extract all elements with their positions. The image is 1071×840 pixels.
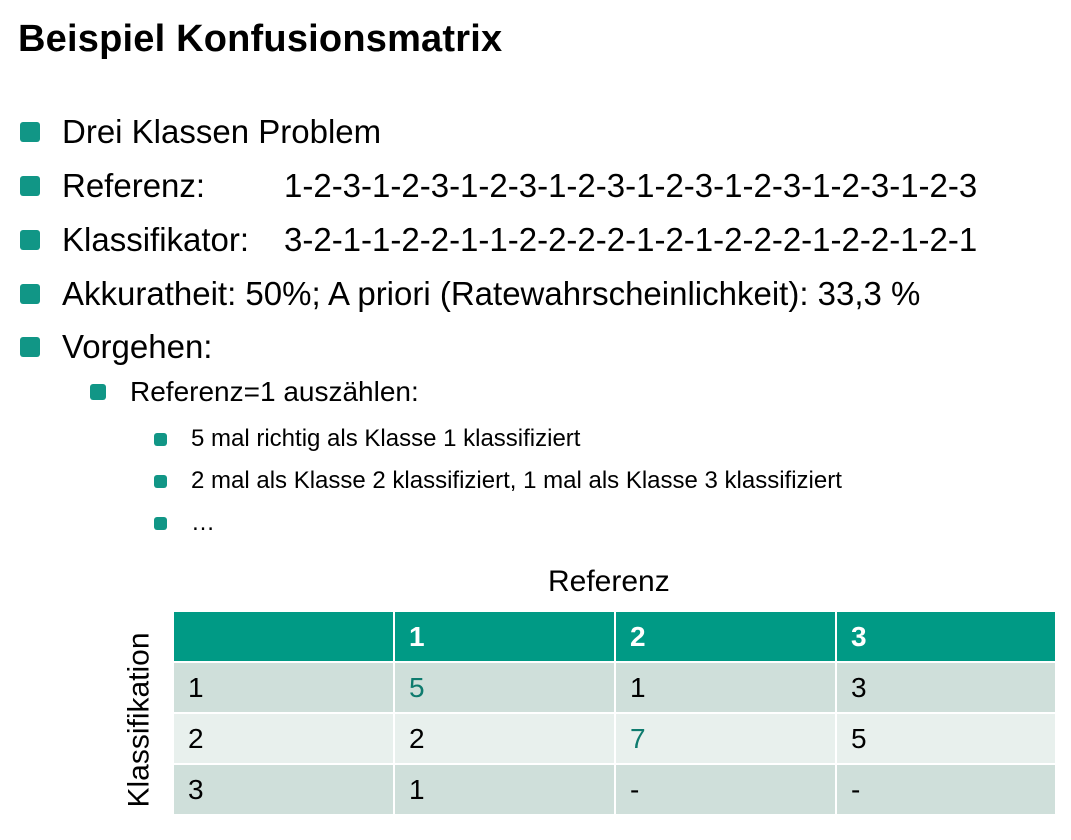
bullet-square-icon — [20, 230, 40, 250]
bullet-square-icon — [90, 384, 106, 400]
bullet-square-icon — [154, 516, 167, 530]
table-header-row: 1 2 3 — [172, 610, 1057, 663]
klassifikator-sequence: 3-2-1-1-2-2-1-1-2-2-2-2-1-2-1-2-2-2-1-2-… — [284, 221, 978, 258]
table-row: 2 2 7 5 — [172, 712, 1057, 765]
table-header-cell: 3 — [835, 610, 1057, 663]
bullet-akkuratheit: Akkuratheit: 50%; A priori (Ratewahrsche… — [20, 275, 920, 313]
bullet-text: … — [191, 509, 215, 536]
bullet-klassifikator: Klassifikator: 3-2-1-1-2-2-1-1-2-2-2-2-1… — [20, 221, 977, 259]
table-cell: 5 — [835, 712, 1057, 765]
table-row-label: 3 — [172, 763, 395, 816]
bullet-referenz: Referenz: 1-2-3-1-2-3-1-2-3-1-2-3-1-2-3-… — [20, 167, 977, 205]
bullet-text: Drei Klassen Problem — [62, 113, 382, 150]
table-cell-diagonal: 5 — [393, 661, 616, 714]
bullet-text: 5 mal richtig als Klasse 1 klassifiziert — [191, 425, 581, 452]
row-axis: Klassifikation — [120, 612, 160, 828]
bullet-text: Akkuratheit: 50%; A priori (Ratewahrsche… — [62, 275, 921, 312]
bullet-text: Vorgehen: — [62, 328, 213, 365]
table-cell: - — [614, 763, 837, 816]
table-cell: 1 — [614, 661, 837, 714]
sub-bullet-referenz-count: Referenz=1 auszählen: — [90, 376, 419, 408]
bullet-text: Referenz=1 auszählen: — [130, 376, 419, 407]
bullet-square-icon — [20, 337, 40, 357]
referenz-label: Referenz: — [62, 167, 206, 204]
slide-title: Beispiel Konfusionsmatrix — [18, 18, 503, 60]
bullet-square-icon — [20, 176, 40, 196]
table-row-label: 2 — [172, 712, 395, 765]
table-cell: 3 — [835, 661, 1057, 714]
table-header-cell — [172, 610, 395, 663]
sub-sub-bullet: … — [154, 509, 215, 537]
bullet-square-icon — [20, 284, 40, 304]
table-header-cell: 2 — [614, 610, 837, 663]
bullet-text: 2 mal als Klasse 2 klassifiziert, 1 mal … — [191, 467, 842, 494]
bullet-square-icon — [154, 474, 167, 488]
table-row: 3 1 - - — [172, 763, 1057, 816]
bullet-problem: Drei Klassen Problem — [20, 113, 381, 151]
bullet-vorgehen: Vorgehen: — [20, 328, 212, 366]
table-cell: 1 — [393, 763, 616, 816]
sub-sub-bullet: 5 mal richtig als Klasse 1 klassifiziert — [154, 425, 580, 453]
column-axis-label: Referenz — [548, 565, 670, 598]
klassifikator-label: Klassifikator: — [62, 221, 250, 258]
bullet-square-icon — [154, 432, 167, 446]
table-row: 1 5 1 3 — [172, 661, 1057, 714]
table-header-cell: 1 — [393, 610, 616, 663]
row-axis-label: Klassifikation — [123, 632, 157, 808]
table-cell: 2 — [393, 712, 616, 765]
sub-sub-bullet: 2 mal als Klasse 2 klassifiziert, 1 mal … — [154, 467, 842, 495]
table-cell-diagonal: 7 — [614, 712, 837, 765]
confusion-matrix-table: 1 2 3 1 5 1 3 2 2 7 5 3 1 - - — [172, 610, 1057, 816]
table-row-label: 1 — [172, 661, 395, 714]
table-cell: - — [835, 763, 1057, 816]
bullet-square-icon — [20, 122, 40, 142]
referenz-sequence: 1-2-3-1-2-3-1-2-3-1-2-3-1-2-3-1-2-3-1-2-… — [284, 167, 978, 204]
